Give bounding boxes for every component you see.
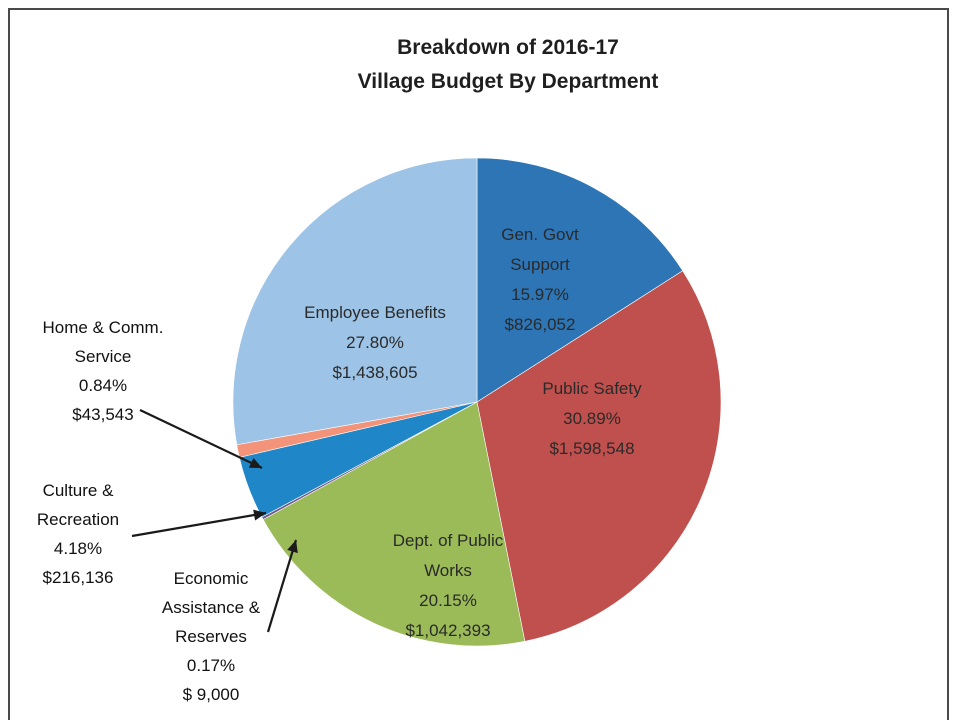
callout-arrow-line-home-comm-service bbox=[139, 409, 263, 469]
slice-label-economic-assistance-reserves: Economic Assistance & Reserves 0.17% $ 9,000 bbox=[162, 569, 261, 704]
pie-slices bbox=[232, 157, 722, 647]
callout-arrow-head-home-comm-service bbox=[248, 457, 262, 468]
slice-label-gen-govt-support: Gen. Govt Support 15.97% $826,052 bbox=[501, 225, 579, 334]
callout-arrow-line-culture-recreation bbox=[131, 511, 267, 538]
pie-slice-public-safety bbox=[476, 270, 722, 642]
slice-labels: Gen. Govt Support 15.97% $826,052 Public Saf… bbox=[37, 225, 642, 704]
slice-label-public-safety: Public Safety 30.89% $1,598,548 bbox=[542, 379, 642, 458]
slice-label-home-comm-service: Home & Comm. Service 0.84% $43,543 bbox=[43, 318, 164, 424]
callout-arrow-line-economic-assistance-reserves bbox=[266, 539, 298, 633]
pie-slice-gen-govt-support bbox=[476, 157, 684, 403]
chart-title-line-2: Village Budget By Department bbox=[358, 70, 659, 93]
slice-label-culture-recreation: Culture & Recreation 4.18% $216,136 bbox=[37, 481, 119, 587]
callout-arrow-head-economic-assistance-reserves bbox=[287, 540, 298, 554]
callout-arrows bbox=[131, 409, 298, 633]
chart-title: Breakdown of 2016-17 Village Budget By D… bbox=[358, 36, 659, 93]
pie-slice-employee-benefits bbox=[232, 157, 478, 446]
chart-title-line-1: Breakdown of 2016-17 bbox=[397, 36, 619, 59]
slice-label-dept-of-public-works: Dept. of Public Works 20.15% $1,042,393 bbox=[393, 531, 504, 640]
callout-arrow-head-culture-recreation bbox=[253, 509, 266, 521]
slice-label-employee-benefits: Employee Benefits 27.80% $1,438,605 bbox=[304, 303, 446, 382]
pie-slice-dept-of-public-works bbox=[262, 401, 526, 647]
